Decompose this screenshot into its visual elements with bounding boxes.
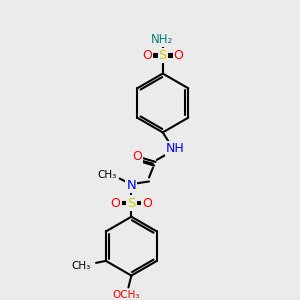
Text: S: S <box>159 50 167 62</box>
Text: NH: NH <box>166 142 185 154</box>
Text: N: N <box>127 179 136 192</box>
Text: O: O <box>142 196 152 209</box>
Text: O: O <box>142 50 152 62</box>
Text: CH₃: CH₃ <box>72 261 91 271</box>
Text: CH₃: CH₃ <box>97 169 116 180</box>
Text: OCH₃: OCH₃ <box>113 290 140 300</box>
Text: O: O <box>132 150 142 164</box>
Text: O: O <box>173 50 183 62</box>
Text: O: O <box>111 196 121 209</box>
Text: S: S <box>127 196 136 209</box>
Text: NH₂: NH₂ <box>151 33 173 46</box>
